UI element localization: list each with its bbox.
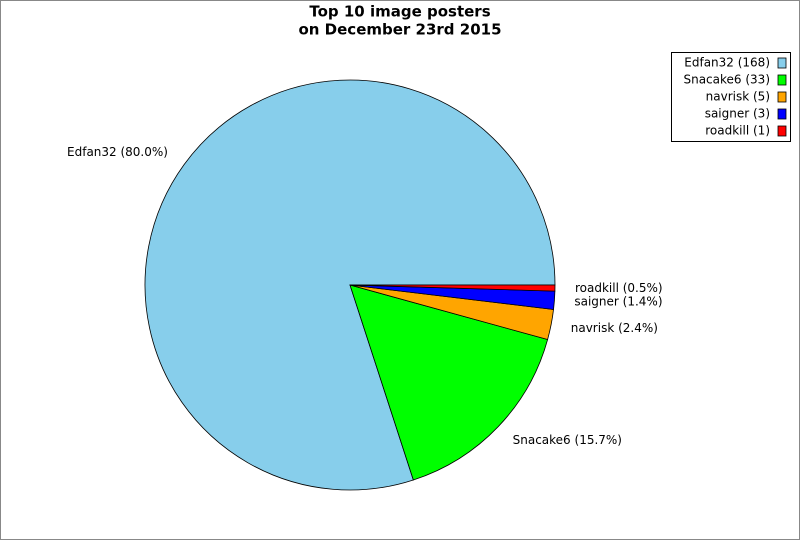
slice-label: roadkill (0.5%) <box>575 281 663 295</box>
pie-slice <box>349 284 556 292</box>
slice-label: navrisk (2.4%) <box>571 321 658 335</box>
legend-label: Snacake6 (33) <box>683 73 770 87</box>
legend-swatch <box>777 108 787 120</box>
legend-label: roadkill (1) <box>705 124 770 138</box>
legend-label: Edfan32 (168) <box>684 56 770 70</box>
legend-swatch <box>777 57 787 69</box>
legend-label: navrisk (5) <box>706 90 770 104</box>
legend-swatch <box>777 74 787 86</box>
slice-label: Edfan32 (80.0%) <box>67 145 168 159</box>
pie-slice <box>349 284 549 481</box>
legend-swatch <box>777 91 787 103</box>
legend-swatch <box>777 125 787 137</box>
legend-box <box>671 52 791 142</box>
legend-label: saigner (3) <box>705 107 770 121</box>
chart-title: Top 10 image posters <box>309 3 490 21</box>
slice-label: Snacake6 (15.7%) <box>513 433 622 447</box>
chart-title: on December 23rd 2015 <box>298 21 501 39</box>
slice-label: saigner (1.4%) <box>574 294 662 308</box>
